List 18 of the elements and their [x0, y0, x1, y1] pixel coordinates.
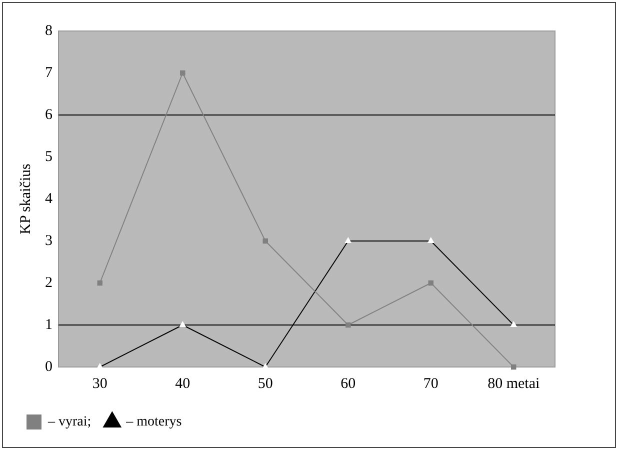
y-tick-label: 3 [45, 232, 52, 249]
legend-label: – vyrai; [47, 414, 92, 430]
y-tick-label: 6 [45, 106, 53, 123]
y-tick-label: 5 [45, 148, 52, 165]
x-tick-label: 50 [258, 376, 273, 392]
y-axis-title: KP skaičius [18, 163, 34, 234]
x-tick-label: 70 [423, 376, 438, 392]
y-tick-label: 0 [45, 358, 52, 375]
x-tick-label: 30 [92, 376, 108, 392]
y-tick-label: 8 [45, 22, 52, 39]
y-tick-label: 1 [45, 316, 52, 333]
legend-label: – moterys [125, 414, 182, 430]
x-tick-label: 80 metai [488, 376, 540, 392]
x-tick-label: 40 [175, 376, 190, 392]
y-tick-label: 4 [45, 190, 53, 207]
y-tick-label: 2 [45, 274, 52, 291]
y-tick-label: 7 [45, 64, 53, 81]
x-tick-label: 60 [340, 376, 356, 392]
